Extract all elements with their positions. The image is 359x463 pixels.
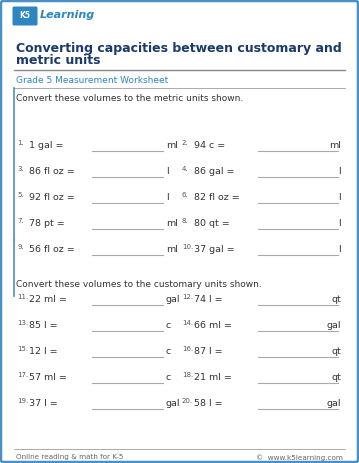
Text: gal: gal [326,399,341,408]
Text: 13.: 13. [17,320,28,326]
Text: 37 l =: 37 l = [29,399,58,408]
Text: 15.: 15. [17,346,28,352]
Text: 2.: 2. [182,140,188,146]
FancyBboxPatch shape [13,6,37,25]
Text: 1 gal =: 1 gal = [29,141,64,150]
Text: 10.: 10. [182,244,193,250]
Text: K5: K5 [19,12,31,20]
Text: c: c [166,373,171,382]
Text: 4.: 4. [182,166,188,172]
Text: 11.: 11. [17,294,28,300]
Text: metric units: metric units [16,54,101,67]
Text: Learning: Learning [40,10,95,20]
Text: ml: ml [166,141,178,150]
Text: l: l [339,219,341,228]
Text: ml: ml [166,219,178,228]
Text: 80 qt =: 80 qt = [194,219,230,228]
Text: l: l [339,167,341,176]
Text: 21 ml =: 21 ml = [194,373,232,382]
Text: 5.: 5. [17,192,24,198]
Text: 14.: 14. [182,320,193,326]
Text: 66 ml =: 66 ml = [194,321,232,330]
Text: 18.: 18. [182,372,193,378]
Text: 20.: 20. [182,398,193,404]
Text: qt: qt [331,295,341,304]
Text: 16.: 16. [182,346,193,352]
Text: 82 fl oz =: 82 fl oz = [194,193,240,202]
Text: 58 l =: 58 l = [194,399,223,408]
Text: 17.: 17. [17,372,28,378]
Text: 37 gal =: 37 gal = [194,245,235,254]
Text: 94 c =: 94 c = [194,141,225,150]
Text: 78 pt =: 78 pt = [29,219,65,228]
Text: 12.: 12. [182,294,193,300]
Text: gal: gal [166,399,181,408]
Text: 86 fl oz =: 86 fl oz = [29,167,75,176]
Text: 92 fl oz =: 92 fl oz = [29,193,75,202]
Text: c: c [166,321,171,330]
Text: 87 l =: 87 l = [194,347,223,356]
Text: ml: ml [329,141,341,150]
Text: Converting capacities between customary and: Converting capacities between customary … [16,42,342,55]
Text: qt: qt [331,373,341,382]
Text: Convert these volumes to the metric units shown.: Convert these volumes to the metric unit… [16,94,243,103]
Text: ml: ml [166,245,178,254]
Text: 74 l =: 74 l = [194,295,223,304]
Text: 22 ml =: 22 ml = [29,295,67,304]
Text: 57 ml =: 57 ml = [29,373,67,382]
Text: 56 fl oz =: 56 fl oz = [29,245,75,254]
Text: l: l [166,193,169,202]
Text: 3.: 3. [17,166,24,172]
Text: c: c [166,347,171,356]
Text: 19.: 19. [17,398,28,404]
Text: qt: qt [331,347,341,356]
Text: gal: gal [166,295,181,304]
Text: 1.: 1. [17,140,24,146]
Text: Convert these volumes to the customary units shown.: Convert these volumes to the customary u… [16,280,262,289]
Text: l: l [339,193,341,202]
Text: 85 l =: 85 l = [29,321,58,330]
Text: 12 l =: 12 l = [29,347,58,356]
Text: 9.: 9. [17,244,24,250]
Text: Online reading & math for K-5: Online reading & math for K-5 [16,454,123,460]
Text: gal: gal [326,321,341,330]
Text: 86 gal =: 86 gal = [194,167,234,176]
Text: Grade 5 Measurement Worksheet: Grade 5 Measurement Worksheet [16,76,168,85]
Text: 6.: 6. [182,192,189,198]
Text: 8.: 8. [182,218,189,224]
Text: l: l [166,167,169,176]
Text: ©  www.k5learning.com: © www.k5learning.com [256,454,343,461]
Text: l: l [339,245,341,254]
Text: 7.: 7. [17,218,24,224]
